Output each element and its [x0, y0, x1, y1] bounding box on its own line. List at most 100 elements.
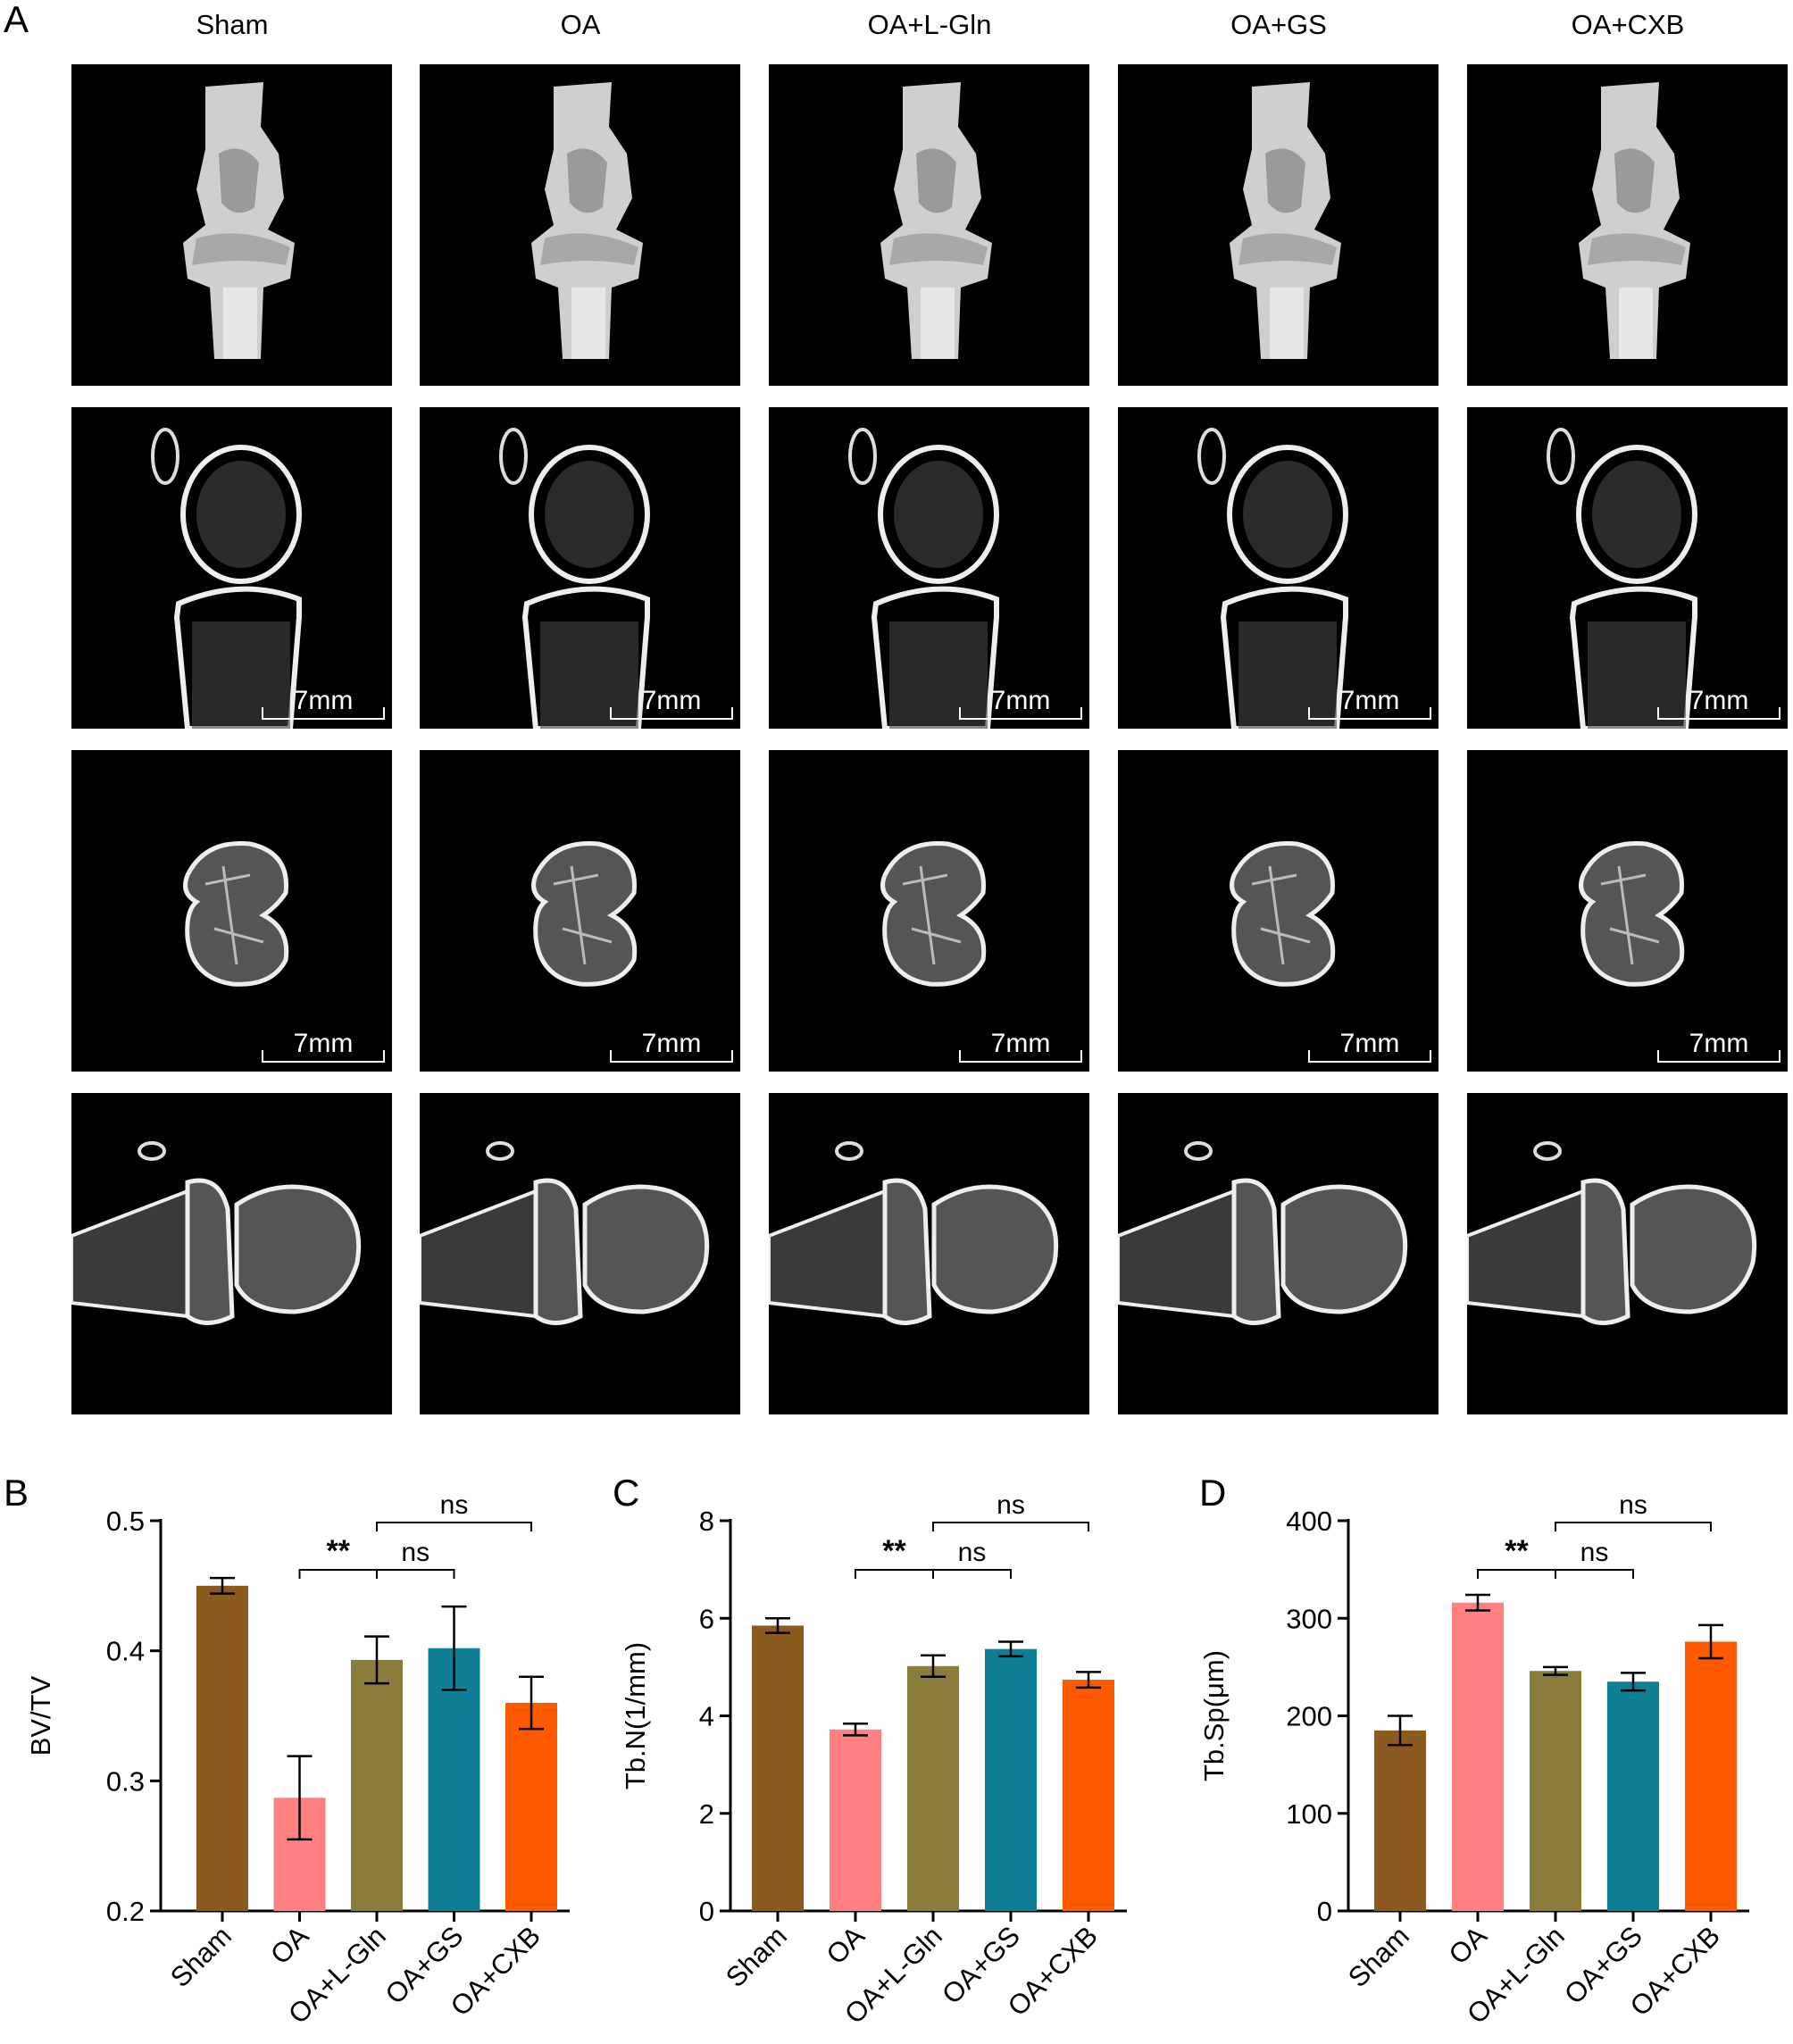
bar-oa-cxb: [505, 1702, 557, 1911]
significance-bracket: [1555, 1522, 1712, 1531]
micro-ct-image-3d-render-oa: [420, 64, 740, 386]
y-tick-label: 0: [699, 1896, 714, 1927]
scale-bar-label: 7mm: [990, 686, 1051, 715]
scale-bar-line: [610, 1050, 733, 1063]
significance-label: ns: [440, 1490, 469, 1520]
bar-oa-l-gln: [1530, 1671, 1581, 1911]
scale-bar-label: 7mm: [641, 1029, 702, 1058]
micro-ct-image-axial-section-oa-cxb: 7mm: [1467, 750, 1788, 1072]
significance-label: **: [327, 1534, 351, 1568]
bar-sham: [196, 1585, 248, 1911]
panel-label-d: D: [1199, 1472, 1227, 1514]
y-tick-label: 6: [699, 1603, 714, 1634]
bar-oa-l-gln: [351, 1659, 403, 1911]
significance-bracket: [1555, 1569, 1634, 1579]
scale-bar-label: 7mm: [1339, 686, 1400, 715]
bar-sham: [752, 1625, 804, 1911]
y-tick-label: 100: [1286, 1798, 1332, 1830]
column-header-oa-lgln: OA+L-Gln: [867, 9, 992, 40]
x-tick-label: Sham: [164, 1920, 238, 1993]
micro-ct-image-coronal-section-oa-cxb: [1467, 1093, 1788, 1414]
bone-3d-shape: [1579, 82, 1690, 359]
scale-bar: 7mm: [959, 686, 1082, 722]
bar-oa-gs: [1607, 1681, 1659, 1911]
micro-ct-image-coronal-section-sham: [71, 1093, 392, 1414]
bone-3d-shape: [1230, 82, 1341, 359]
micro-ct-image-3d-render-oa-cxb: [1467, 64, 1788, 386]
micro-ct-image-sagittal-section-oa-gs: 7mm: [1118, 407, 1439, 729]
x-tick-label: Sham: [1342, 1920, 1415, 1993]
significance-bracket: [376, 1569, 455, 1579]
bar-oa-cxb: [1685, 1641, 1737, 1911]
x-tick-label: OA: [264, 1920, 315, 1971]
y-tick-label: 0.3: [106, 1765, 145, 1797]
bone-3d-shape: [531, 82, 643, 359]
scale-bar: 7mm: [1308, 686, 1431, 722]
scale-bar-line: [262, 707, 385, 720]
significance-label: **: [882, 1534, 906, 1568]
scale-bar-line: [959, 707, 1082, 720]
scale-bar-label: 7mm: [293, 686, 354, 715]
bone-3d-shape: [183, 82, 295, 359]
significance-bracket: [855, 1569, 934, 1579]
column-header-oa-cxb: OA+CXB: [1571, 9, 1685, 40]
scale-bar-line: [1657, 1050, 1780, 1063]
scale-bar-line: [610, 707, 733, 720]
y-axis-label: Tb.Sp(μm): [1198, 1650, 1230, 1781]
y-axis-label: BV/TV: [25, 1675, 56, 1756]
scale-bar-label: 7mm: [1689, 686, 1749, 715]
panel-label-b: B: [4, 1472, 29, 1514]
micro-ct-image-axial-section-oa: 7mm: [420, 750, 740, 1072]
significance-label: ns: [1619, 1490, 1647, 1520]
significance-bracket: [932, 1522, 1089, 1531]
bar-oa-gs: [428, 1648, 480, 1911]
micro-ct-image-3d-render-oa-l-gln: [769, 64, 1089, 386]
significance-label: **: [1505, 1534, 1529, 1568]
scale-bar: 7mm: [1657, 686, 1780, 722]
micro-ct-image-sagittal-section-oa-l-gln: 7mm: [769, 407, 1089, 729]
column-header-oa: OA: [560, 9, 601, 40]
scale-bar: 7mm: [1308, 1029, 1431, 1064]
panel-label-c: C: [613, 1472, 640, 1514]
micro-ct-image-coronal-section-oa-l-gln: [769, 1093, 1089, 1414]
significance-bracket: [298, 1569, 378, 1579]
column-header-oa-gs: OA+GS: [1230, 9, 1327, 40]
micro-ct-image-coronal-section-oa-gs: [1118, 1093, 1439, 1414]
x-tick-label: OA: [821, 1920, 871, 1971]
scale-bar-label: 7mm: [1689, 1029, 1749, 1058]
scale-bar-line: [1657, 707, 1780, 720]
micro-ct-image-axial-section-sham: 7mm: [71, 750, 392, 1072]
micro-ct-image-axial-section-oa-gs: 7mm: [1118, 750, 1439, 1072]
significance-bracket: [1477, 1569, 1556, 1579]
x-tick-label: OA: [1443, 1920, 1494, 1971]
bar-oa-l-gln: [907, 1665, 959, 1911]
scale-bar: 7mm: [610, 686, 733, 722]
scale-bar-label: 7mm: [641, 686, 702, 715]
y-tick-label: 8: [699, 1506, 714, 1537]
x-tick-label: Sham: [720, 1920, 793, 1993]
significance-label: ns: [997, 1490, 1025, 1520]
scale-bar-label: 7mm: [990, 1029, 1051, 1058]
bar-sham: [1374, 1730, 1426, 1911]
scale-bar-label: 7mm: [1339, 1029, 1400, 1058]
y-tick-label: 400: [1286, 1506, 1332, 1537]
scale-bar-label: 7mm: [293, 1029, 354, 1058]
y-axis-label: Tb.N(1/mm): [620, 1642, 651, 1790]
y-tick-label: 0.2: [106, 1896, 145, 1927]
y-tick-label: 2: [699, 1798, 714, 1830]
scale-bar: 7mm: [1657, 1029, 1780, 1064]
significance-bracket: [932, 1569, 1012, 1579]
significance-label: ns: [401, 1538, 429, 1567]
y-tick-label: 200: [1286, 1701, 1332, 1732]
bar-oa: [830, 1729, 881, 1911]
panel-label-a: A: [4, 0, 29, 40]
micro-ct-image-axial-section-oa-l-gln: 7mm: [769, 750, 1089, 1072]
micro-ct-image-3d-render-sham: [71, 64, 392, 386]
scale-bar-line: [1308, 1050, 1431, 1063]
micro-ct-image-sagittal-section-oa-cxb: 7mm: [1467, 407, 1788, 729]
bar-oa: [1452, 1602, 1504, 1911]
significance-label: ns: [958, 1538, 987, 1567]
scale-bar-line: [959, 1050, 1082, 1063]
